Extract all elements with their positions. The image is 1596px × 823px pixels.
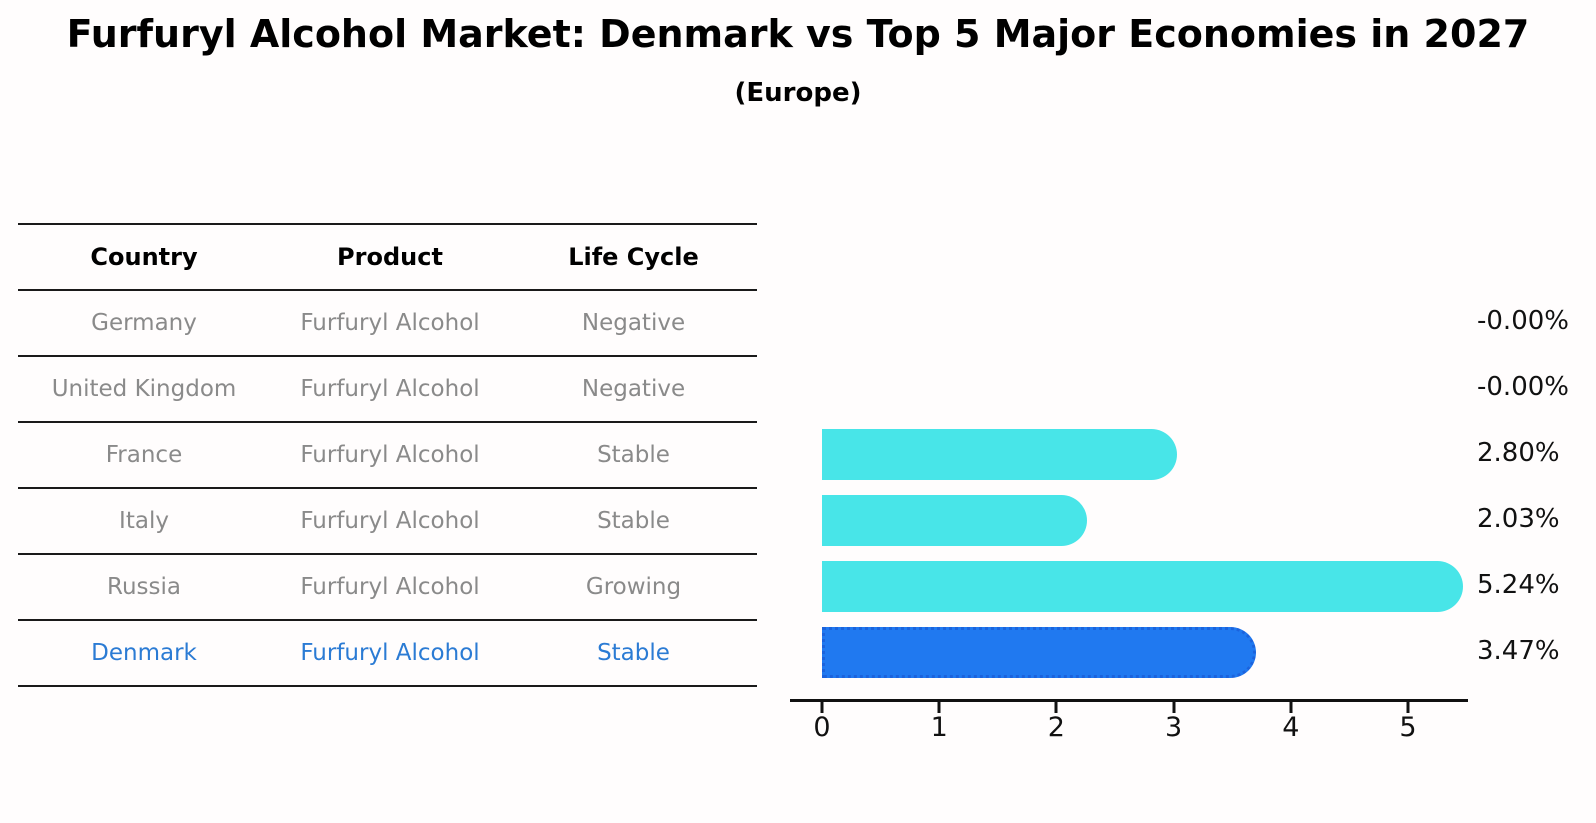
x-axis-tick-label-4: 4 (1282, 712, 1300, 743)
table-row-italy: Italy Furfuryl Alcohol Stable (18, 487, 757, 553)
cell-life-cycle: Growing (585, 574, 682, 600)
x-axis-tick-3 (1172, 702, 1176, 713)
cell-country: France (105, 442, 183, 468)
table-header-country: Country (90, 243, 198, 271)
cell-life-cycle: Negative (581, 376, 686, 402)
table-row-united-kingdom: United Kingdom Furfuryl Alcohol Negative (18, 355, 757, 421)
table-header-life-cycle: Life Cycle (568, 243, 699, 271)
cell-life-cycle: Stable (597, 508, 670, 534)
bar-russia (822, 560, 1464, 612)
cell-country: Italy (119, 508, 169, 534)
bar-italy (822, 494, 1087, 546)
value-label-united-kingdom: -0.00% (1477, 372, 1569, 402)
cell-life-cycle: Negative (581, 310, 686, 336)
value-label-italy: 2.03% (1477, 504, 1560, 534)
x-axis-tick-5 (1406, 702, 1410, 713)
cell-country: United Kingdom (51, 376, 237, 402)
table-row-france: France Furfuryl Alcohol Stable (18, 421, 757, 487)
value-label-germany: -0.00% (1477, 306, 1569, 336)
x-axis-line (790, 699, 1468, 702)
cell-product: Furfuryl Alcohol (300, 376, 480, 402)
chart-title: Furfuryl Alcohol Market: Denmark vs Top … (66, 12, 1530, 56)
cell-life-cycle: Stable (597, 442, 670, 468)
x-axis-tick-0 (820, 702, 824, 713)
cell-product: Furfuryl Alcohol (300, 574, 480, 600)
x-axis-tick-label-3: 3 (1165, 712, 1183, 743)
cell-product: Furfuryl Alcohol (300, 640, 480, 666)
cell-product: Furfuryl Alcohol (300, 310, 480, 336)
table-row-germany: Germany Furfuryl Alcohol Negative (18, 289, 757, 355)
country-table: Country Product Life Cycle Germany Furfu… (18, 223, 757, 687)
table-row-denmark: Denmark Furfuryl Alcohol Stable (18, 619, 757, 687)
bar-france (822, 428, 1178, 480)
cell-life-cycle: Stable (597, 640, 670, 666)
table-header-product: Product (337, 243, 443, 271)
table-header-row: Country Product Life Cycle (18, 223, 757, 289)
x-axis-tick-2 (1054, 702, 1058, 713)
value-label-denmark: 3.47% (1477, 636, 1560, 666)
table-row-russia: Russia Furfuryl Alcohol Growing (18, 553, 757, 619)
cell-product: Furfuryl Alcohol (300, 508, 480, 534)
x-axis-tick-4 (1289, 702, 1293, 713)
value-label-france: 2.80% (1477, 438, 1560, 468)
cell-product: Furfuryl Alcohol (300, 442, 480, 468)
value-label-russia: 5.24% (1477, 570, 1560, 600)
x-axis-tick-label-5: 5 (1399, 712, 1417, 743)
bar-denmark-highlighted (822, 626, 1256, 678)
cell-country: Germany (91, 310, 197, 336)
x-axis-tick-label-2: 2 (1047, 712, 1065, 743)
x-axis-tick-label-1: 1 (930, 712, 948, 743)
x-axis-tick-label-0: 0 (813, 712, 831, 743)
chart-subtitle: (Europe) (734, 78, 862, 108)
cell-country: Denmark (91, 640, 197, 666)
cell-country: Russia (107, 574, 181, 600)
x-axis-tick-1 (937, 702, 941, 713)
